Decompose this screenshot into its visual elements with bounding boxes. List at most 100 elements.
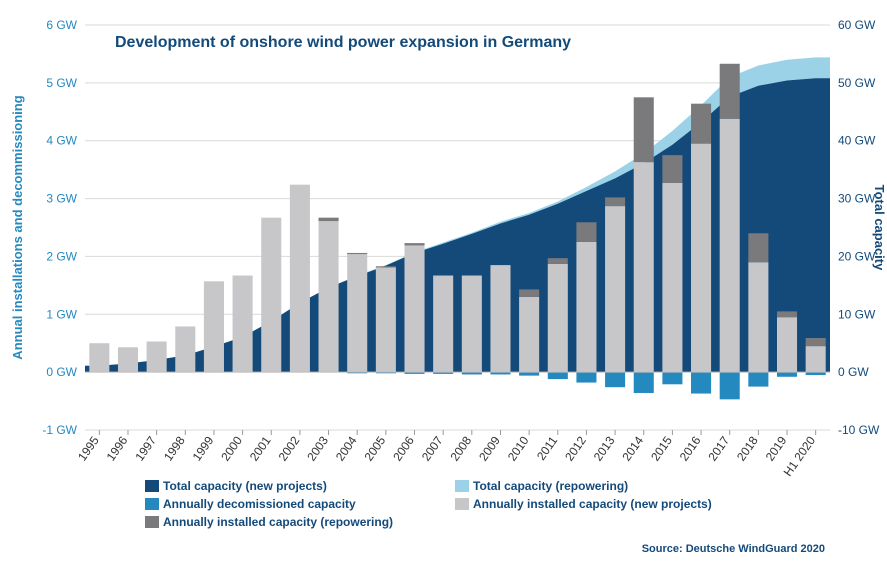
y-left-tick-label: 3 GW [46,192,77,206]
bar-installed-new [175,326,195,372]
source-label: Source: Deutsche WindGuard 2020 [642,543,825,555]
x-tick-label: 2001 [247,433,274,463]
chart-svg: -1 GW -10 GW 0 GW 0 GW 1 GW 10 GW 2 GW 20 GW 3 G… [0,0,887,562]
bar-installed-new [261,218,281,372]
x-tick-label: 1996 [104,433,131,463]
bar-installed-new [376,267,396,372]
y-right-axis-label: Total capacity [872,185,887,272]
bar-installed-new [720,119,740,372]
legend-swatch [145,498,159,510]
chart-container: -1 GW -10 GW 0 GW 0 GW 1 GW 10 GW 2 GW 20 GW 3 G… [0,0,887,562]
bar-installed-new [519,297,539,372]
y-left-axis-label: Annual installations and decommissioning [10,95,25,359]
bar-installed-new [605,206,625,372]
bar-installed-new [433,276,453,373]
y-left-tick-label: 2 GW [46,249,77,263]
bar-decommissioned [777,372,797,377]
x-tick-label: 1999 [190,433,217,463]
x-tick-label: 2014 [619,433,646,463]
y-left-tick-label: 5 GW [46,76,77,90]
x-tick-label: 2002 [276,433,303,463]
bar-installed-repowering [748,233,768,262]
x-tick-label: 2008 [447,433,474,463]
bar-installed-repowering [634,97,654,162]
bar-installed-new [147,341,167,372]
x-tick-label: 2003 [304,433,331,463]
x-tick-label: 2004 [333,433,360,463]
legend-label: Annually installed capacity (repowering) [163,515,393,529]
legend-label: Total capacity (new projects) [163,479,327,493]
x-tick-label: 1997 [132,433,159,463]
x-tick-label: 2007 [419,433,446,463]
bar-installed-new [662,183,682,372]
x-tick-label: 2006 [390,433,417,463]
legend-label: Annually installed capacity (new project… [473,497,712,511]
legend-swatch [145,516,159,528]
bar-installed-repowering [605,197,625,206]
bar-decommissioned [634,372,654,393]
x-tick-label: 2018 [734,433,761,463]
bar-installed-new [748,262,768,372]
y-right-tick-label: 50 GW [838,76,876,90]
bar-installed-repowering [576,222,596,242]
y-right-tick-label: 30 GW [838,192,876,206]
y-left-tick-label: 4 GW [46,134,77,148]
bar-installed-repowering [347,253,367,254]
bar-decommissioned [662,372,682,384]
y-right-tick-label: 10 GW [838,307,876,321]
legend-swatch [455,498,469,510]
bar-decommissioned [519,372,539,375]
bar-installed-repowering [806,338,826,346]
bar-installed-new [89,343,109,372]
y-right-tick-label: 60 GW [838,18,876,32]
bar-installed-new [548,264,568,372]
bar-installed-repowering [777,311,797,317]
x-tick-label: 1998 [161,433,188,463]
bar-installed-repowering [519,289,539,297]
legend-swatch [455,480,469,492]
bar-installed-new [777,317,797,372]
x-tick-label: 2012 [562,433,589,463]
x-tick-label: 2011 [534,433,560,462]
y-left-tick-label: -1 GW [42,423,77,437]
y-left-tick-label: 6 GW [46,18,77,32]
x-tick-label: 2016 [677,433,704,463]
bar-installed-repowering [319,218,339,221]
x-tick-label: 2000 [218,433,245,463]
area-total-new [85,78,830,372]
bar-decommissioned [548,372,568,379]
y-left-tick-label: 0 GW [46,365,77,379]
bar-installed-new [490,265,510,372]
area-series [85,57,830,372]
y-right-tick-label: 40 GW [838,134,876,148]
bar-installed-new [806,346,826,372]
bar-installed-new [290,185,310,372]
bar-installed-new [347,254,367,372]
x-tick-label: 1995 [75,433,102,463]
x-tick-label: 2017 [705,433,732,463]
bar-installed-new [691,144,711,373]
bar-installed-new [233,276,253,373]
chart-title: Development of onshore wind power expans… [115,34,571,51]
bar-decommissioned [748,372,768,386]
legend-label: Annually decomissioned capacity [163,497,356,511]
bar-decommissioned [691,372,711,393]
y-right-tick-label: 20 GW [838,249,876,263]
x-tick-label: 2005 [362,433,389,463]
x-tick-label: 2010 [505,433,532,463]
legend-label: Total capacity (repowering) [473,479,628,493]
y-right-tick-label: 0 GW [838,365,869,379]
bar-installed-repowering [548,258,568,264]
bar-installed-repowering [404,243,424,245]
x-tick-label: 2009 [476,433,503,463]
bar-installed-new [634,162,654,372]
x-tick-label: 2019 [763,433,790,463]
bar-installed-new [462,276,482,373]
y-left-tick-label: 1 GW [46,307,77,321]
bar-installed-new [204,281,224,372]
legend: Total capacity (new projects) Total capac… [145,479,712,529]
x-tick-label: 2015 [648,433,675,463]
y-right-tick-label: -10 GW [838,423,880,437]
x-axis: 1995199619971998199920002001200220032004… [75,430,818,479]
bar-installed-repowering [691,104,711,144]
